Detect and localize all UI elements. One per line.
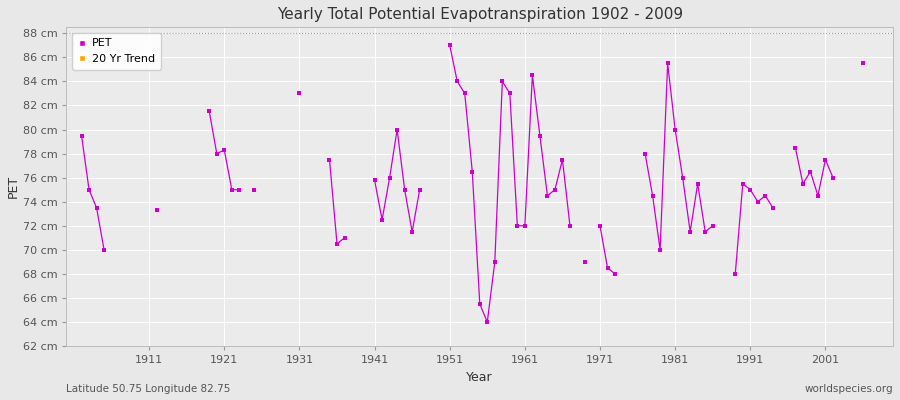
- Text: Latitude 50.75 Longitude 82.75: Latitude 50.75 Longitude 82.75: [67, 384, 231, 394]
- Title: Yearly Total Potential Evapotranspiration 1902 - 2009: Yearly Total Potential Evapotranspiratio…: [276, 7, 683, 22]
- Text: worldspecies.org: worldspecies.org: [805, 384, 893, 394]
- Legend: PET, 20 Yr Trend: PET, 20 Yr Trend: [72, 33, 161, 70]
- Y-axis label: PET: PET: [7, 175, 20, 198]
- X-axis label: Year: Year: [466, 371, 493, 384]
